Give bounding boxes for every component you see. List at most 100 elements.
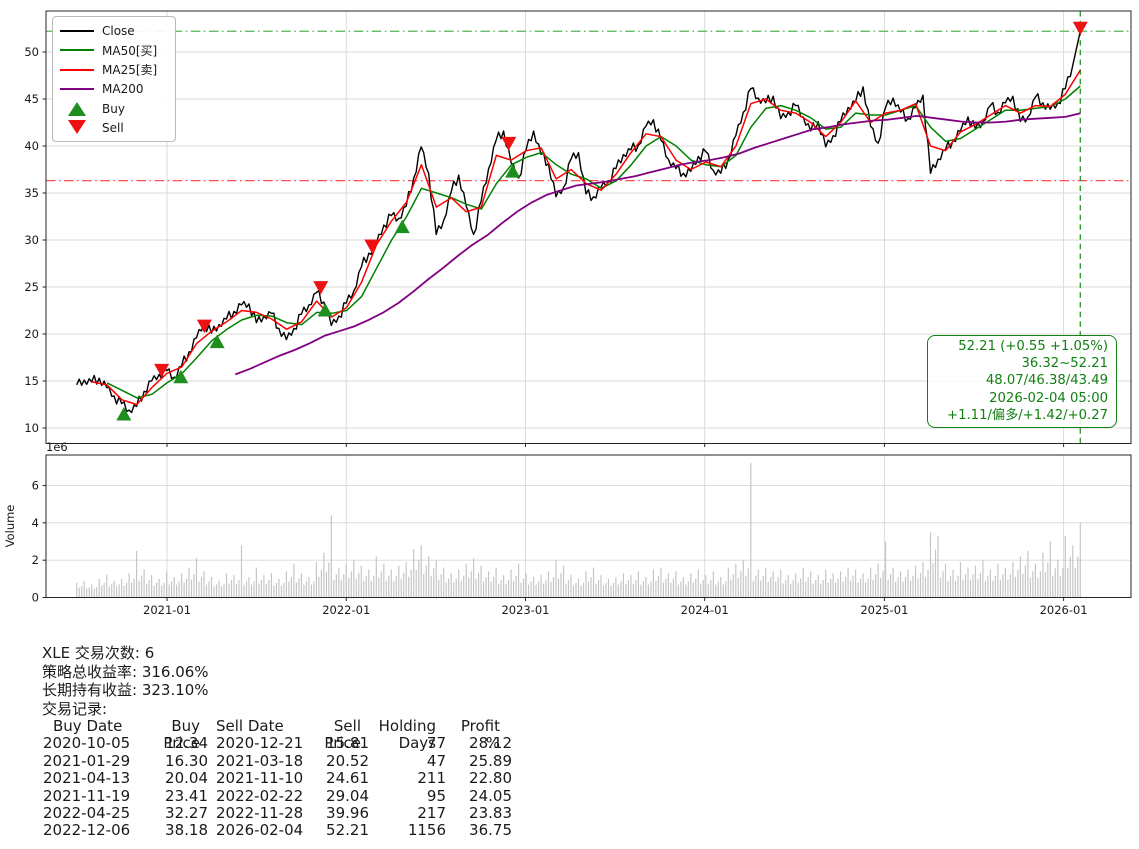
trade-table-header: Buy Date Buy Price Sell Date Sell Price Hold… xyxy=(43,717,512,752)
volume-bar xyxy=(1054,568,1056,598)
volume-bar xyxy=(433,568,435,598)
volume-bar xyxy=(959,562,962,598)
volume-bar xyxy=(937,535,939,598)
price-tick-label: 30 xyxy=(24,233,39,247)
price-annotation: 52.21 (+0.55 +1.05%) 36.32~52.21 48.07/4… xyxy=(927,335,1117,429)
volume-bar xyxy=(330,515,332,598)
trade-cell: 2021-03-18 xyxy=(216,751,304,770)
volume-bar xyxy=(1017,569,1019,598)
volume-bar xyxy=(957,575,959,598)
volume-bar xyxy=(538,581,540,598)
volume-bars xyxy=(76,463,1081,598)
legend-label: MA50[买] xyxy=(102,43,158,58)
trade-row: 2021-01-29 16.30 2021-03-18 20.52 47 25.89 xyxy=(43,751,512,770)
volume-offset-label: 1e6 xyxy=(46,440,68,454)
summary-block: XLE 交易次数: 6 策略总收益率: 316.06% 长期持有收益: 323.… xyxy=(42,644,209,718)
volume-bar xyxy=(737,577,739,598)
annotation-mas: 48.07/46.38/43.49 xyxy=(985,373,1108,389)
volume-bar xyxy=(478,572,480,598)
trade-cell: 2021-11-19 xyxy=(43,786,131,805)
volume-bar xyxy=(994,575,996,598)
volume-bar xyxy=(493,577,495,598)
volume-bar xyxy=(388,575,390,598)
volume-bar xyxy=(617,584,619,598)
volume-bar xyxy=(335,574,337,598)
volume-bar xyxy=(710,580,712,598)
volume-bar xyxy=(308,577,310,598)
volume-bar xyxy=(295,582,297,598)
volume-bar xyxy=(400,578,402,598)
volume-bar xyxy=(1057,560,1059,598)
volume-bar xyxy=(440,574,442,598)
trade-cell: 20.52 xyxy=(326,751,369,770)
volume-bar xyxy=(480,565,482,598)
volume-bar xyxy=(303,584,305,598)
volume-bar xyxy=(780,569,782,598)
volume-bar xyxy=(562,565,565,598)
volume-bar xyxy=(483,581,485,598)
volume-bar xyxy=(954,580,957,598)
volume-bar xyxy=(595,583,597,598)
volume-bar xyxy=(1024,565,1026,598)
volume-bar xyxy=(513,580,515,598)
volume-bar xyxy=(373,575,375,598)
volume-bar xyxy=(697,569,699,598)
x-tick-label: 2023-01 xyxy=(501,603,549,617)
volume-bar xyxy=(81,585,83,598)
volume-bar xyxy=(465,563,467,598)
volume-bar xyxy=(525,573,527,598)
volume-bar xyxy=(323,552,325,598)
volume-bar xyxy=(230,580,233,598)
volume-bar xyxy=(832,573,834,598)
volume-bar xyxy=(552,577,555,598)
volume-bar xyxy=(258,583,260,598)
volume-bar xyxy=(166,571,168,598)
volume-bar xyxy=(225,573,228,598)
trade-col-header: Profit % xyxy=(460,717,500,753)
volume-bar xyxy=(822,580,824,598)
volume-bar xyxy=(395,575,397,598)
volume-bar xyxy=(725,581,727,598)
price-plot-frame xyxy=(45,10,1132,444)
trade-count-line: XLE 交易次数: 6 xyxy=(42,644,155,662)
annotation-price: 52.21 (+0.55 +1.05%) xyxy=(958,339,1108,354)
volume-bar xyxy=(91,584,93,598)
sell-triangle-icon xyxy=(60,120,94,135)
volume-bar xyxy=(305,581,307,598)
volume-bar xyxy=(383,563,385,598)
volume-bar xyxy=(1039,571,1041,598)
volume-bar xyxy=(882,571,884,598)
trade-table: Buy Date Buy Price Sell Date Sell Price Hold… xyxy=(43,717,512,840)
volume-bar xyxy=(999,579,1001,598)
trade-col-header: Buy Price xyxy=(163,717,200,753)
volume-bar xyxy=(917,578,919,598)
volume-bar xyxy=(1049,541,1051,598)
buy-marker xyxy=(505,164,521,178)
volume-bar xyxy=(1072,545,1074,598)
volume-bar xyxy=(1014,576,1016,598)
volume-bar xyxy=(987,575,989,598)
volume-bar xyxy=(193,574,195,598)
volume-bar xyxy=(488,571,490,598)
volume-bar xyxy=(185,578,188,598)
volume-bar xyxy=(310,584,312,598)
volume-bar xyxy=(435,560,437,598)
volume-bar xyxy=(518,563,520,598)
volume-bar xyxy=(340,579,342,598)
x-tick-label: 2021-01 xyxy=(143,603,191,617)
sell-marker xyxy=(196,319,212,334)
volume-tick-label: 2 xyxy=(32,553,39,567)
trade-cell: 39.96 xyxy=(326,803,369,822)
volume-bar xyxy=(720,577,722,598)
trade-cell: 2021-01-29 xyxy=(43,751,131,770)
volume-bar xyxy=(835,582,837,598)
volume-bar xyxy=(745,575,747,598)
volume-bar xyxy=(587,581,590,598)
volume-bar xyxy=(687,581,689,598)
volume-bar xyxy=(1052,575,1054,598)
volume-bar xyxy=(438,579,440,598)
volume-bar xyxy=(815,580,817,598)
volume-bar xyxy=(610,585,612,598)
trade-cell: 24.05 xyxy=(469,786,512,805)
volume-bar xyxy=(298,578,300,598)
